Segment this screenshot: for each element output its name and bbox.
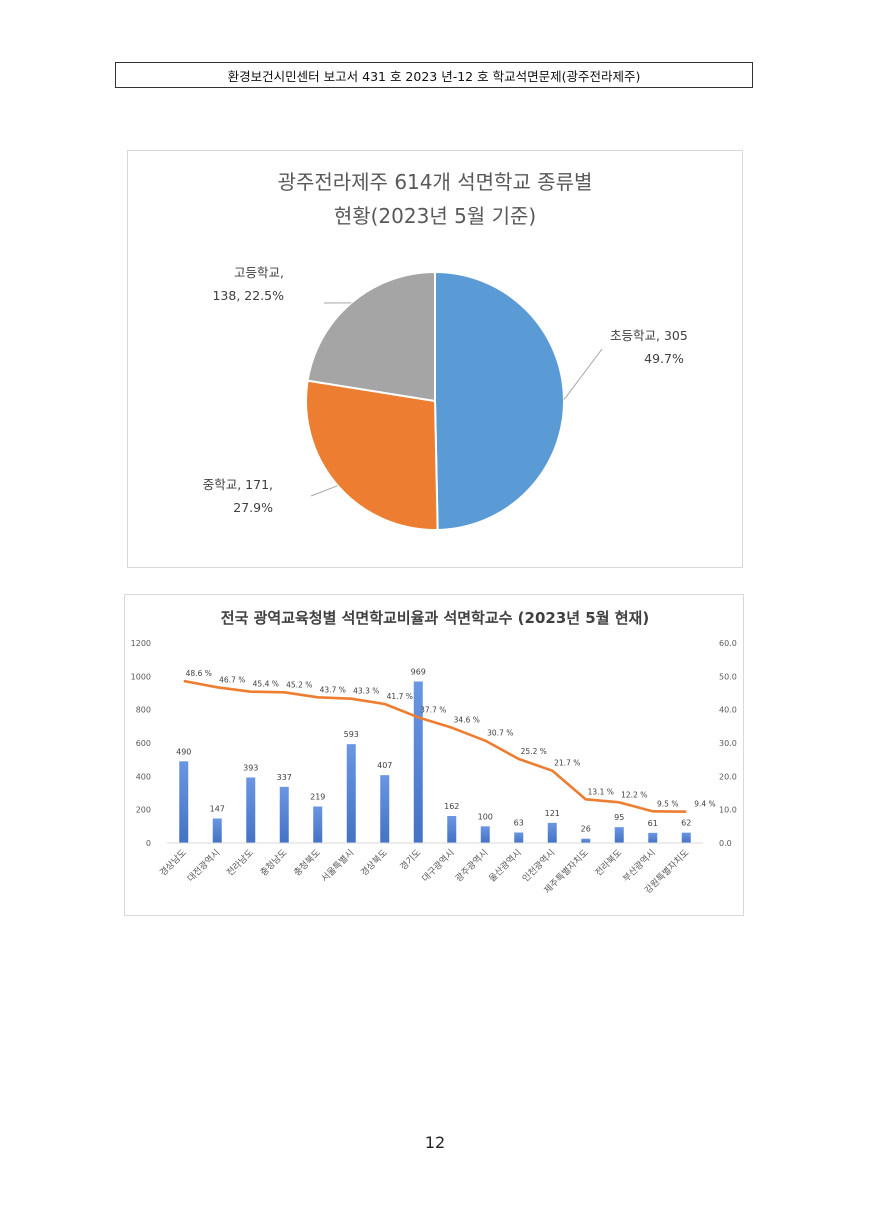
line-value-label: 45.4 % (253, 680, 279, 689)
line-value-label: 48.6 % (186, 669, 212, 678)
y-left-tick-label: 400 (136, 772, 151, 781)
pie-data-label: 138, 22.5% (212, 288, 284, 303)
x-category-label: 충청북도 (292, 847, 323, 878)
line-value-label: 9.5 % (657, 799, 678, 808)
report-header: 환경보건시민센터 보고서 431 호 2023 년-12 호 학교석면문제(광주… (115, 62, 753, 88)
bar (681, 832, 691, 843)
bar (413, 681, 423, 843)
pie-data-label: 고등학교, (234, 265, 284, 280)
pie-chart: 광주전라제주 614개 석면학교 종류별 현황(2023년 5월 기준) 초등학… (203, 170, 688, 531)
bar-value-label: 393 (243, 764, 258, 773)
bar (547, 822, 557, 843)
line-value-label: 45.2 % (286, 680, 312, 689)
pie-data-label: 중학교, 171, (203, 477, 273, 492)
pie-data-label: 27.9% (233, 500, 273, 515)
bar (514, 832, 524, 843)
bar-value-label: 162 (444, 802, 459, 811)
bar-value-label: 61 (648, 819, 658, 828)
line-value-label: 12.2 % (621, 790, 647, 799)
line-value-label: 43.7 % (320, 685, 346, 694)
line-value-label: 13.1 % (588, 787, 614, 796)
bar-value-label: 63 (514, 819, 524, 828)
bar-value-label: 407 (377, 761, 392, 770)
pie-data-label: 49.7% (644, 351, 684, 366)
combo-title: 전국 광역교육청별 석면학교비율과 석면학교수 (2023년 5월 현재) (221, 609, 649, 627)
line-value-label: 43.3 % (353, 687, 379, 696)
y-left-tick-label: 200 (136, 806, 151, 815)
y-right-tick-label: 30.0 (719, 739, 737, 748)
y-left-tick-label: 800 (136, 706, 151, 715)
report-header-text: 환경보건시민센터 보고서 431 호 2023 년-12 호 학교석면문제(광주… (227, 68, 641, 84)
y-left-tick-label: 1200 (131, 639, 151, 648)
x-category-label: 광주광역시 (453, 847, 491, 885)
bar-value-label: 593 (344, 730, 359, 739)
y-left-tick-label: 1000 (131, 672, 151, 681)
bar-value-label: 219 (310, 793, 325, 802)
line-value-label: 41.7 % (387, 692, 413, 701)
line-value-label: 30.7 % (487, 729, 513, 738)
x-category-label: 대전광역시 (185, 847, 223, 885)
bar-value-label: 95 (614, 813, 624, 822)
pie-leader-line (310, 485, 338, 497)
pie-slice (434, 270, 565, 531)
line-value-label: 25.2 % (521, 747, 547, 756)
bar (581, 838, 591, 843)
pie-chart-panel: 광주전라제주 614개 석면학교 종류별 현황(2023년 5월 기준) 초등학… (127, 150, 743, 568)
y-right-tick-label: 0.0 (719, 839, 732, 848)
x-category-label: 울산광역시 (486, 847, 524, 885)
bar (246, 777, 256, 843)
combo-chart: 전국 광역교육청별 석면학교비율과 석면학교수 (2023년 5월 현재) 49… (131, 609, 737, 896)
bar-value-label: 490 (176, 747, 191, 756)
bar-value-label: 121 (545, 809, 560, 818)
bar (179, 761, 189, 843)
bar (380, 775, 390, 843)
y-right-tick-label: 10.0 (719, 806, 737, 815)
bar (614, 827, 624, 843)
y-right-tick-label: 20.0 (719, 772, 737, 781)
x-category-label: 인천광역시 (520, 847, 558, 885)
pie-slice (306, 270, 436, 403)
bar-value-label: 26 (581, 825, 591, 834)
line-value-label: 34.6 % (454, 716, 480, 725)
x-category-label: 부산광역시 (620, 847, 658, 885)
x-category-label: 충청남도 (258, 847, 289, 878)
y-right-tick-label: 50.0 (719, 672, 737, 681)
line-value-label: 21.7 % (554, 759, 580, 768)
pie-title-line1: 광주전라제주 614개 석면학교 종류별 (278, 170, 593, 194)
bar-value-label: 62 (681, 819, 691, 828)
x-category-label: 경상북도 (358, 847, 390, 879)
line-value-label: 9.4 % (694, 800, 715, 809)
bar-value-label: 147 (210, 805, 225, 814)
bar (648, 832, 658, 843)
bar (346, 744, 356, 843)
bar (480, 826, 490, 843)
x-category-label: 서울특별시 (319, 847, 356, 884)
line-value-label: 37.7 % (420, 705, 446, 714)
bar-value-label: 100 (478, 812, 493, 821)
bar (447, 816, 457, 843)
bar-value-label: 337 (277, 773, 292, 782)
bar (279, 786, 289, 843)
bar-value-label: 969 (411, 668, 426, 677)
y-right-tick-label: 60.0 (719, 639, 737, 648)
x-category-label: 경기도 (397, 847, 423, 873)
x-category-label: 전라남도 (225, 847, 256, 878)
pie-leader-line (563, 348, 603, 400)
bar (313, 806, 323, 843)
pie-data-label: 초등학교, 305 (610, 328, 688, 343)
x-category-label: 경상남도 (157, 847, 189, 879)
y-left-tick-label: 0 (146, 839, 151, 848)
pie-slice (305, 379, 439, 531)
y-left-tick-label: 600 (136, 739, 151, 748)
line-value-label: 46.7 % (219, 675, 245, 684)
combo-chart-panel: 전국 광역교육청별 석면학교비율과 석면학교수 (2023년 5월 현재) 49… (124, 594, 744, 916)
pie-title-line2: 현황(2023년 5월 기준) (334, 204, 536, 228)
x-category-label: 전라북도 (593, 847, 624, 878)
page-number: 12 (424, 1133, 446, 1152)
y-right-tick-label: 40.0 (719, 706, 737, 715)
ratio-line (183, 679, 687, 813)
bar (212, 818, 222, 843)
x-category-label: 대구광역시 (419, 847, 457, 885)
